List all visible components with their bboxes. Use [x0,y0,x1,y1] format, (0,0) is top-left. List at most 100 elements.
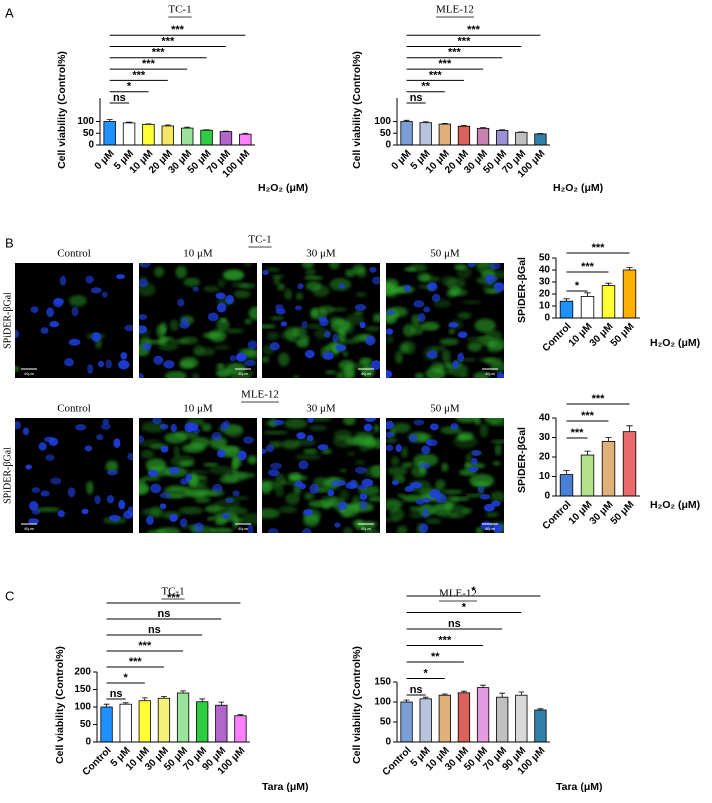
green-signal [277,283,286,291]
bar [239,133,252,146]
green-signal [343,418,356,426]
nucleus [212,483,223,493]
y-axis-label: Cell viability (Control%) [54,646,66,764]
nucleus [331,479,341,487]
green-signal [182,443,205,453]
green-signal [141,421,167,433]
green-signal [285,492,300,505]
nucleus [106,469,119,476]
nucleus [422,497,431,503]
green-signal [178,506,203,515]
green-signal [244,318,253,325]
nucleus [419,462,431,470]
nucleus [229,355,237,362]
significance-label: * [462,601,467,613]
y-tick-label: 0 [88,140,94,151]
nucleus [179,321,190,329]
green-signal [303,275,324,281]
green-signal [494,443,502,456]
green-signal [139,484,150,495]
y-tick-label: 0 [385,140,391,151]
scale-bar-label: 40μm [361,526,372,531]
bar [200,129,213,146]
error-bar [103,703,110,707]
y-tick-label: 10 [539,471,551,482]
green-signal [234,517,243,525]
green-signal [394,350,404,364]
green-signal [207,516,216,521]
nucleus [491,500,501,507]
green-signal [353,310,364,316]
green-signal [402,323,415,337]
nucleus [139,373,144,378]
nucleus [237,450,247,461]
nucleus [493,282,504,292]
image-label: 10 μM [183,403,213,415]
bar [438,694,451,743]
significance-label: ns [110,688,123,700]
bar [157,697,171,743]
nucleus [146,515,154,526]
y-tick-label: 0 [85,737,91,748]
significance-label: *** [592,242,606,254]
green-signal [343,526,353,533]
error-bar [518,691,525,696]
nucleus [106,494,115,504]
green-signal [397,493,406,498]
green-signal [389,507,405,522]
nucleus [15,329,19,339]
green-signal [284,288,293,301]
green-signal [391,456,400,467]
green-signal [474,318,496,333]
green-signal [473,371,490,378]
significance-label: * [124,672,129,684]
nucleus [217,449,226,458]
y-axis-label: SPiDER-βGal [516,257,528,323]
bar [580,454,595,497]
y-tick-label: 100 [374,697,391,708]
bar [215,704,228,743]
nucleus [483,503,495,512]
green-signal [400,446,409,458]
y-tick-label: 20 [539,452,551,463]
nucleus [296,432,306,440]
nucleus [363,423,373,432]
nucleus [242,436,254,444]
green-signal [387,466,408,476]
nucleus [467,263,476,268]
nucleus [429,423,439,431]
nucleus [338,283,345,289]
bar [419,698,432,743]
nucleus [262,269,269,275]
green-signal [156,527,181,533]
nucleus [489,263,501,270]
significance-label: * [471,585,476,597]
y-tick-label: 200 [74,667,91,678]
green-signal [474,418,482,426]
green-signal [262,508,280,519]
green-signal [243,263,252,268]
green-signal [303,492,315,501]
error-bar [199,698,206,702]
significance-label: *** [142,58,156,70]
nucleus [480,494,491,500]
nucleus [370,360,380,370]
nucleus [15,421,22,430]
scale-bar-label: 40μm [485,371,496,376]
nucleus [372,276,380,285]
green-signal [413,453,439,467]
green-signal [386,437,398,444]
nucleus [306,434,314,442]
green-signal [425,517,442,525]
green-signal [85,481,94,495]
nucleus [457,352,465,362]
nucleus [139,263,151,268]
significance-label: ns [158,608,171,620]
error-bar [122,702,129,705]
y-tick-label: 100 [374,116,391,127]
nucleus [184,422,195,433]
nucleus [457,331,468,338]
green-signal [305,268,317,276]
error-bar [537,708,544,710]
green-signal [305,281,322,291]
